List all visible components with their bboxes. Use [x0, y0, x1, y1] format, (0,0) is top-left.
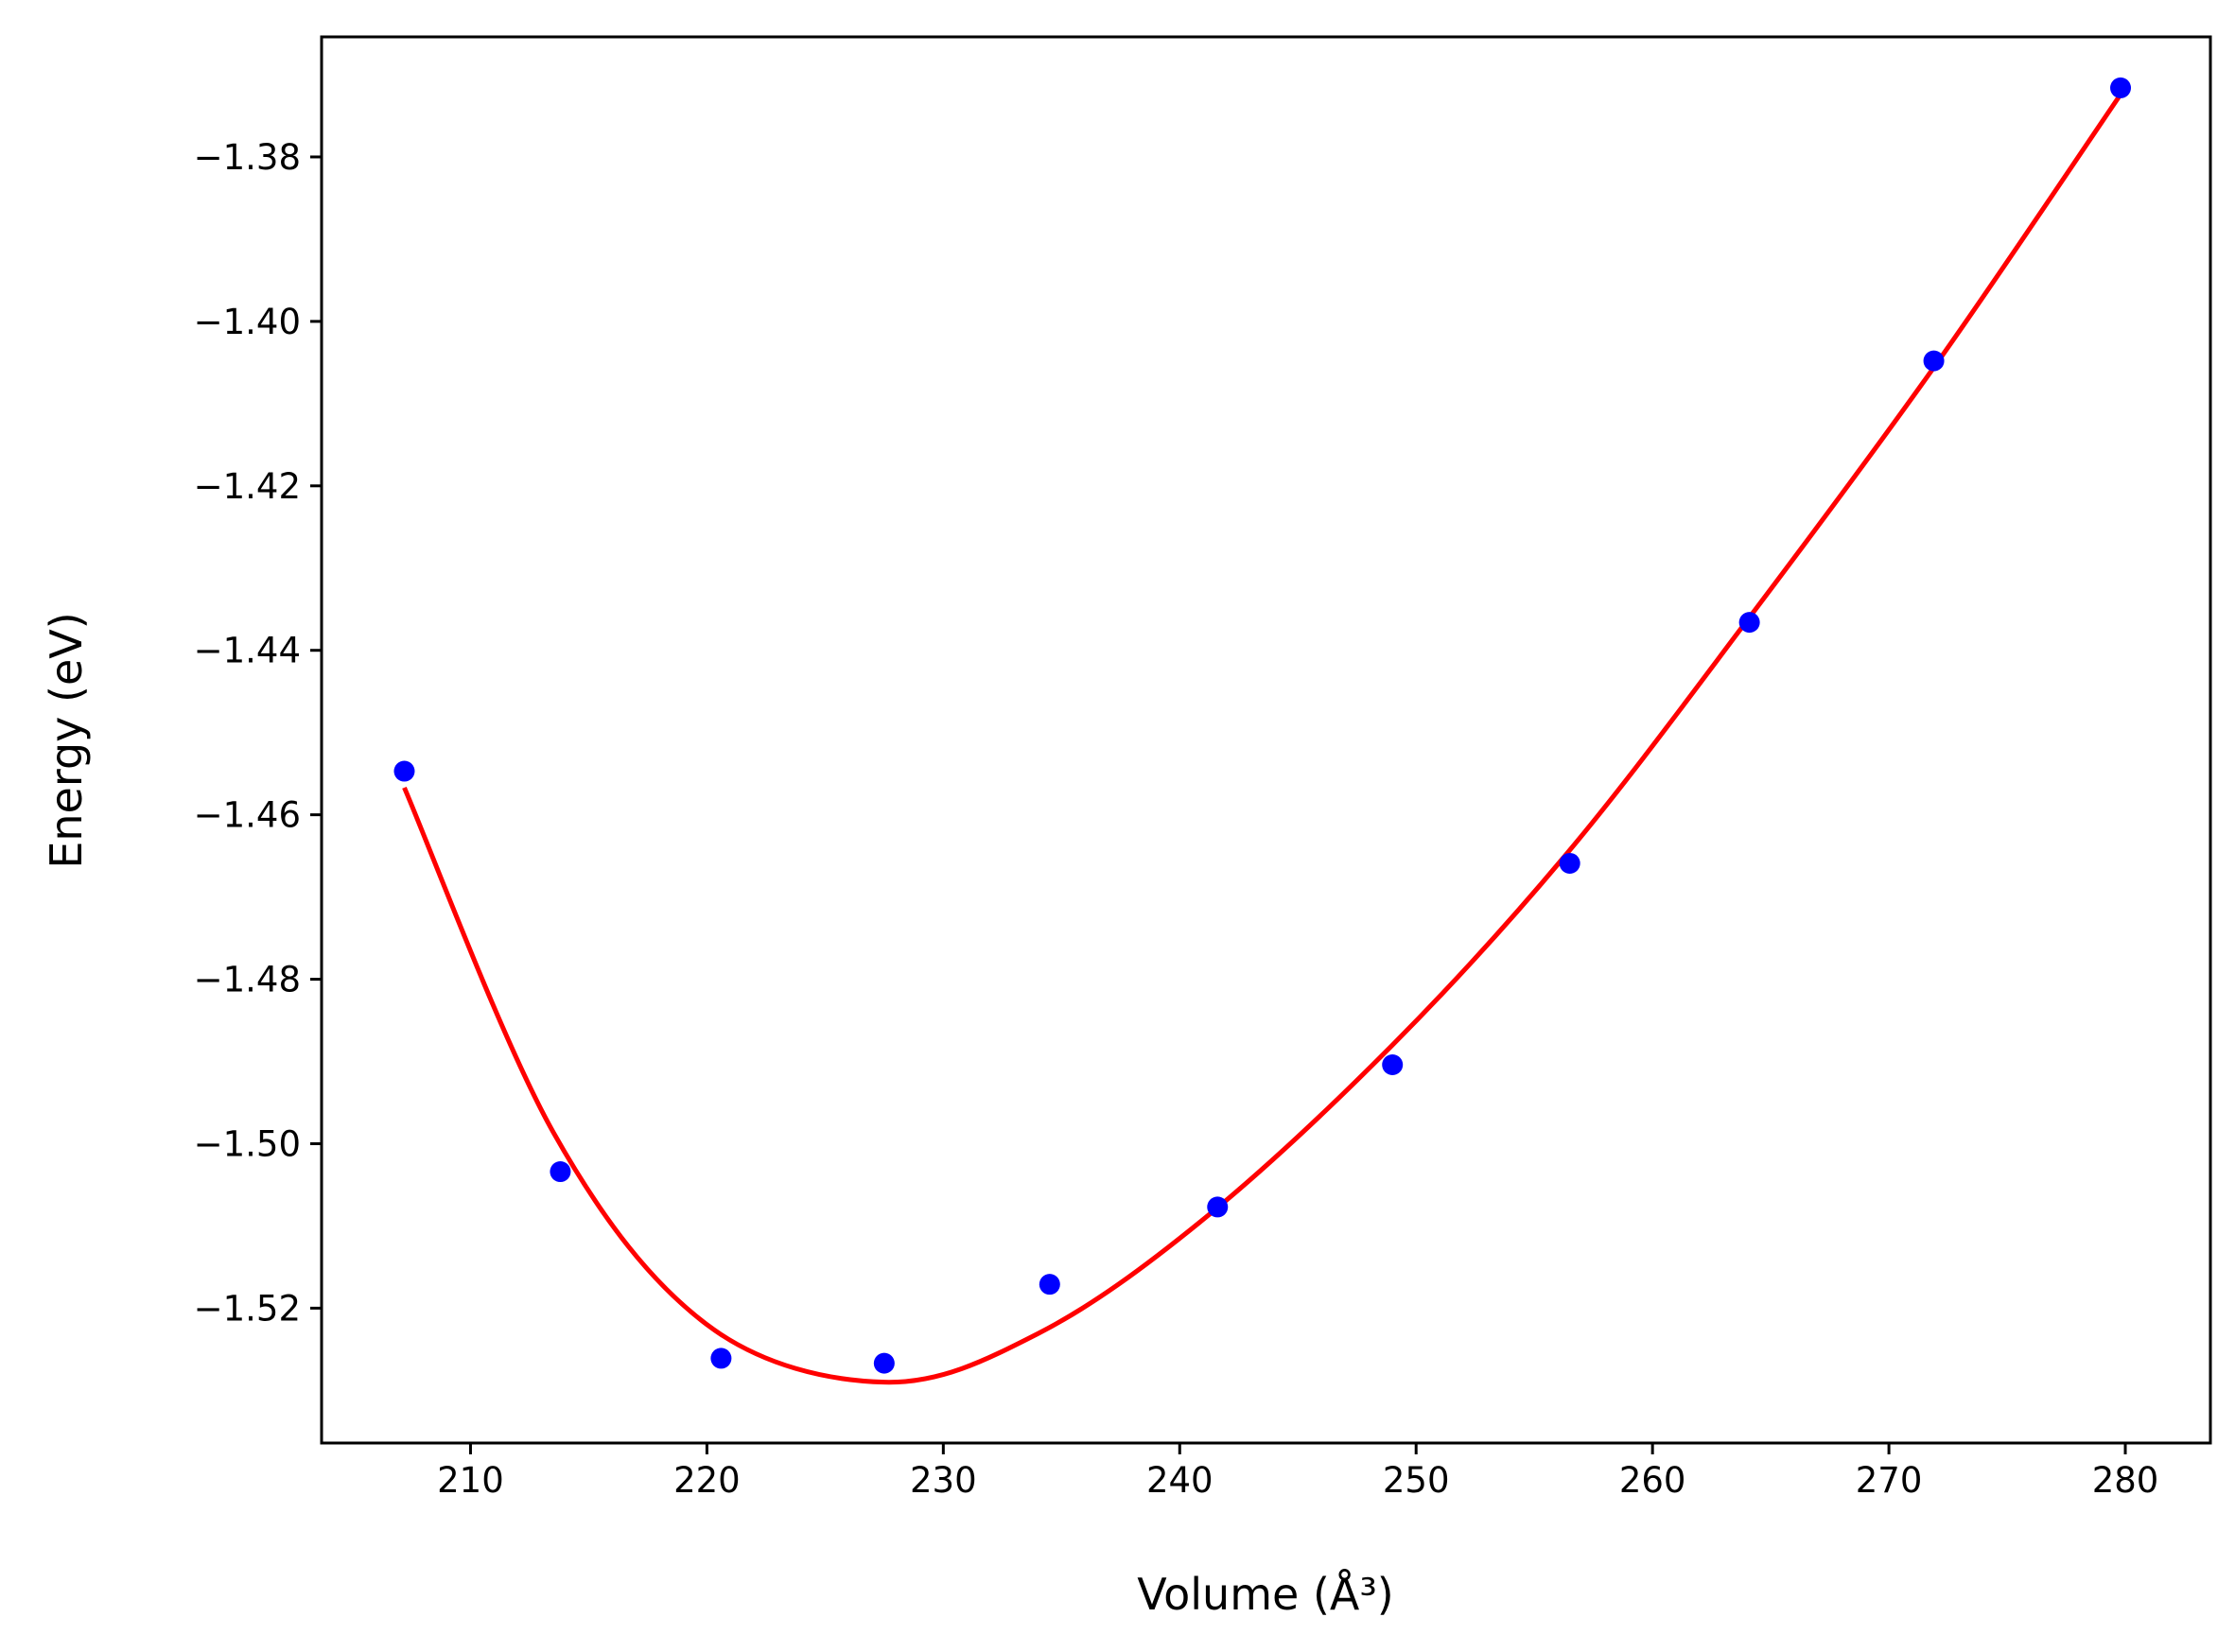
- x-tick-label: 260: [1619, 1460, 1686, 1501]
- y-tick-label: −1.40: [194, 302, 301, 342]
- data-point: [873, 1352, 895, 1374]
- fit-curve: [402, 93, 2123, 1385]
- y-tick-label: −1.50: [194, 1123, 301, 1164]
- x-tick-label: 280: [2092, 1460, 2159, 1501]
- x-tick-label: 210: [437, 1460, 504, 1501]
- x-tick-label: 230: [910, 1460, 977, 1501]
- data-point: [2110, 77, 2132, 98]
- y-tick-label: −1.38: [194, 137, 301, 178]
- x-tick-label: 220: [673, 1460, 741, 1501]
- data-point: [1559, 852, 1580, 874]
- y-tick-label: −1.44: [194, 631, 301, 671]
- x-axis-ticks: 210 220 230 240 250 260 270 280: [437, 1443, 2158, 1501]
- data-point: [393, 760, 415, 782]
- data-point: [1923, 350, 1945, 372]
- fit-curve-layer: [402, 93, 2123, 1385]
- y-tick-label: −1.42: [194, 466, 301, 507]
- x-tick-label: 240: [1146, 1460, 1214, 1501]
- y-axis-ticks: −1.52 −1.50 −1.48 −1.46 −1.44 −1.42 −1.40 −1.38: [194, 137, 322, 1329]
- data-point: [1207, 1196, 1229, 1218]
- data-point: [1039, 1274, 1060, 1296]
- x-axis-title: Volume (Å³): [1137, 1569, 1394, 1620]
- data-points-layer: [393, 77, 2132, 1374]
- plot-frame: [320, 35, 2212, 1445]
- data-point: [1382, 1053, 1404, 1075]
- data-point: [1738, 612, 1760, 634]
- data-point: [710, 1348, 732, 1369]
- x-tick-label: 270: [1856, 1460, 1923, 1501]
- data-point: [550, 1161, 571, 1183]
- y-tick-label: −1.46: [194, 795, 301, 836]
- x-tick-label: 250: [1383, 1460, 1450, 1501]
- y-tick-label: −1.52: [194, 1288, 301, 1329]
- y-axis-title: Energy (eV): [41, 612, 92, 868]
- y-tick-label: −1.48: [194, 960, 301, 1000]
